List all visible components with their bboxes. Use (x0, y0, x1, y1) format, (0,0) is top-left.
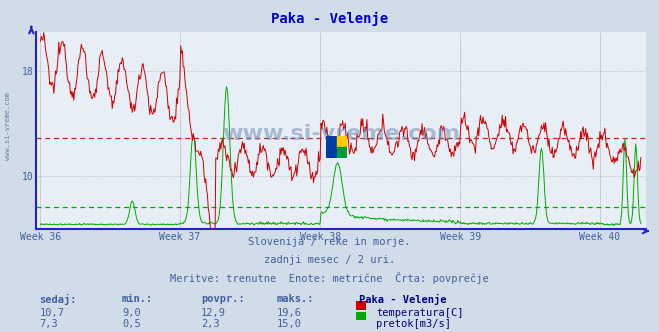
Text: maks.:: maks.: (277, 294, 314, 304)
Text: www.si-vreme.com: www.si-vreme.com (222, 124, 460, 144)
Text: Paka - Velenje: Paka - Velenje (271, 12, 388, 26)
Bar (337, 147, 347, 158)
Text: zadnji mesec / 2 uri.: zadnji mesec / 2 uri. (264, 255, 395, 265)
Text: 0,5: 0,5 (122, 319, 140, 329)
Text: 15,0: 15,0 (277, 319, 302, 329)
Text: Slovenija / reke in morje.: Slovenija / reke in morje. (248, 237, 411, 247)
Bar (337, 136, 347, 147)
Text: 7,3: 7,3 (40, 319, 58, 329)
Text: min.:: min.: (122, 294, 153, 304)
Text: Paka - Velenje: Paka - Velenje (359, 294, 447, 305)
Text: 9,0: 9,0 (122, 308, 140, 318)
Text: temperatura[C]: temperatura[C] (376, 308, 464, 318)
Text: sedaj:: sedaj: (40, 294, 77, 305)
Text: www.si-vreme.com: www.si-vreme.com (5, 92, 11, 160)
Bar (326, 136, 337, 158)
Text: 2,3: 2,3 (201, 319, 219, 329)
Text: 12,9: 12,9 (201, 308, 226, 318)
Text: 10,7: 10,7 (40, 308, 65, 318)
Text: povpr.:: povpr.: (201, 294, 244, 304)
Text: pretok[m3/s]: pretok[m3/s] (376, 319, 451, 329)
Text: 19,6: 19,6 (277, 308, 302, 318)
Text: Meritve: trenutne  Enote: metrične  Črta: povprečje: Meritve: trenutne Enote: metrične Črta: … (170, 272, 489, 284)
